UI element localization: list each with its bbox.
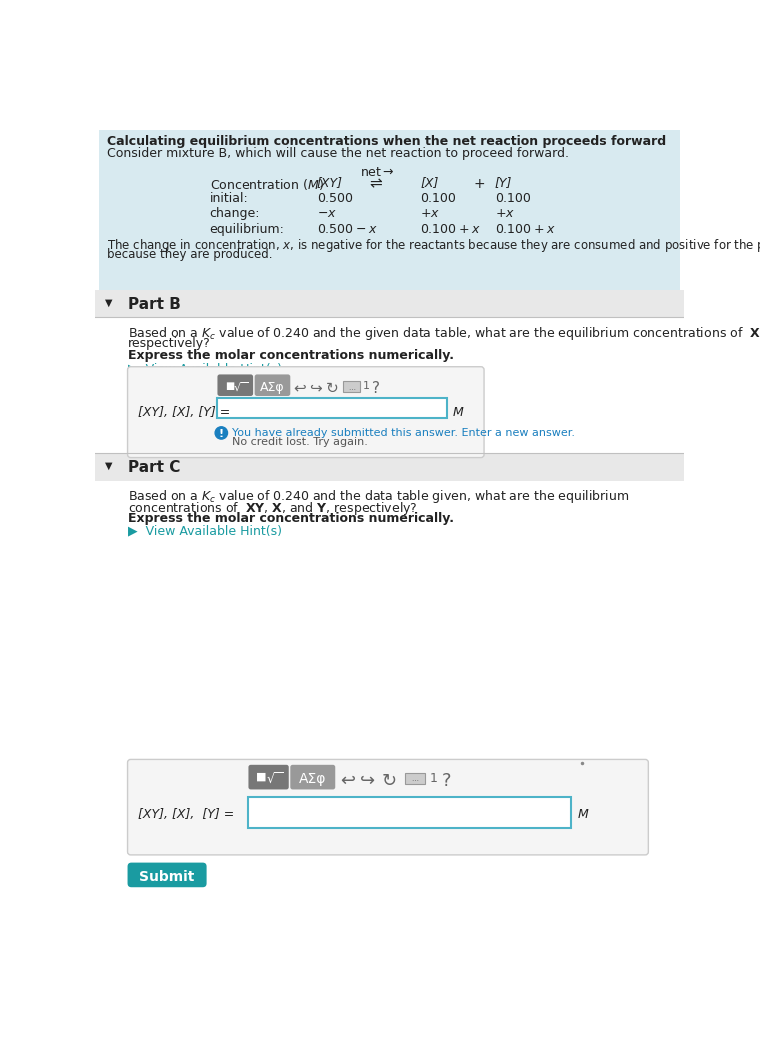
Text: $\rightleftharpoons$: $\rightleftharpoons$: [367, 176, 384, 192]
Text: ▶  View Available Hint(s): ▶ View Available Hint(s): [128, 363, 281, 375]
FancyBboxPatch shape: [95, 453, 684, 481]
Text: !: !: [219, 429, 224, 440]
Text: concentrations of  $\mathbf{XY}$, $\mathbf{X}$, and $\mathbf{Y}$, respectively?: concentrations of $\mathbf{XY}$, $\mathb…: [128, 500, 417, 516]
Text: ↻: ↻: [326, 380, 338, 395]
Text: Express the molar concentrations numerically.: Express the molar concentrations numeric…: [128, 349, 454, 362]
Text: ▼: ▼: [105, 461, 112, 471]
Text: You have already submitted this answer. Enter a new answer.: You have already submitted this answer. …: [232, 428, 575, 438]
Text: ■: ■: [225, 380, 234, 391]
Text: $+x$: $+x$: [495, 208, 515, 220]
FancyBboxPatch shape: [290, 765, 335, 789]
Text: ↪: ↪: [309, 380, 321, 395]
Text: $0.100 + x$: $0.100 + x$: [495, 222, 556, 236]
Text: ?: ?: [372, 380, 379, 395]
FancyBboxPatch shape: [249, 797, 571, 828]
Text: Express the molar concentrations numerically.: Express the molar concentrations numeric…: [128, 512, 454, 525]
Text: change:: change:: [210, 208, 260, 220]
Text: ΑΣφ: ΑΣφ: [299, 772, 327, 785]
Text: …: …: [412, 777, 419, 782]
FancyBboxPatch shape: [95, 481, 684, 936]
Text: [XY], [X],  [Y] =: [XY], [X], [Y] =: [138, 808, 235, 821]
Text: …: …: [348, 385, 355, 391]
Text: Consider mixture B, which will cause the net reaction to proceed forward.: Consider mixture B, which will cause the…: [106, 148, 568, 160]
Text: [XY], [X], [Y] =: [XY], [X], [Y] =: [138, 406, 230, 419]
FancyBboxPatch shape: [95, 317, 684, 470]
Text: 1: 1: [430, 772, 438, 785]
FancyBboxPatch shape: [405, 773, 425, 784]
Text: [X]: [X]: [420, 176, 439, 190]
Text: ↻: ↻: [382, 772, 397, 789]
FancyBboxPatch shape: [128, 367, 484, 457]
Text: ↪: ↪: [360, 772, 375, 789]
Text: ΑΣφ: ΑΣφ: [260, 380, 285, 393]
FancyBboxPatch shape: [128, 760, 648, 855]
Text: 0.100: 0.100: [420, 192, 456, 204]
FancyBboxPatch shape: [95, 290, 684, 317]
Text: $\sqrt{\ }$: $\sqrt{\ }$: [233, 380, 249, 394]
FancyBboxPatch shape: [249, 765, 289, 789]
Text: $-x$: $-x$: [317, 208, 337, 220]
Text: ?: ?: [442, 772, 451, 789]
Text: 1: 1: [363, 380, 370, 391]
Text: Based on a $\mathit{K}_c$ value of 0.240 and the data table given, what are the : Based on a $\mathit{K}_c$ value of 0.240…: [128, 488, 629, 505]
Text: $M$: $M$: [451, 406, 464, 419]
Text: Concentration ($M$): Concentration ($M$): [210, 176, 324, 192]
Text: because they are produced.: because they are produced.: [106, 248, 272, 261]
Text: $0.100 + x$: $0.100 + x$: [420, 222, 481, 236]
FancyBboxPatch shape: [217, 374, 253, 396]
FancyBboxPatch shape: [217, 398, 447, 418]
Text: Part C: Part C: [128, 460, 180, 475]
Text: net$\rightarrow$: net$\rightarrow$: [360, 165, 395, 179]
Circle shape: [215, 427, 227, 440]
Text: No credit lost. Try again.: No credit lost. Try again.: [232, 436, 368, 447]
Text: $+x$: $+x$: [420, 208, 441, 220]
Text: [Y]: [Y]: [495, 176, 512, 190]
FancyBboxPatch shape: [128, 862, 207, 887]
Text: equilibrium:: equilibrium:: [210, 222, 284, 236]
Text: The change in concentration, $x$, is negative for the reactants because they are: The change in concentration, $x$, is neg…: [106, 237, 760, 254]
FancyBboxPatch shape: [343, 382, 360, 392]
Text: Based on a $\mathit{K}_c$ value of 0.240 and the given data table, what are the : Based on a $\mathit{K}_c$ value of 0.240…: [128, 325, 760, 343]
Text: ▼: ▼: [105, 297, 112, 308]
Text: $0.500 - x$: $0.500 - x$: [317, 222, 377, 236]
Text: [XY]: [XY]: [317, 176, 343, 190]
Text: respectively?: respectively?: [128, 336, 211, 350]
Text: Submit: Submit: [139, 871, 195, 884]
Text: 0.500: 0.500: [317, 192, 353, 204]
Text: ↩: ↩: [340, 772, 355, 789]
FancyBboxPatch shape: [255, 374, 290, 396]
Text: Part B: Part B: [128, 296, 180, 312]
Text: $\sqrt{\ }$: $\sqrt{\ }$: [265, 772, 283, 787]
FancyBboxPatch shape: [99, 130, 680, 307]
Text: ▶  View Available Hint(s): ▶ View Available Hint(s): [128, 525, 281, 538]
Text: Calculating equilibrium concentrations when the net reaction proceeds forward: Calculating equilibrium concentrations w…: [106, 135, 666, 148]
Text: $M$: $M$: [577, 808, 590, 821]
Text: ↩: ↩: [293, 380, 306, 395]
Text: +: +: [473, 176, 485, 191]
Text: 0.100: 0.100: [495, 192, 530, 204]
Text: ■: ■: [256, 772, 267, 782]
Text: initial:: initial:: [210, 192, 249, 204]
